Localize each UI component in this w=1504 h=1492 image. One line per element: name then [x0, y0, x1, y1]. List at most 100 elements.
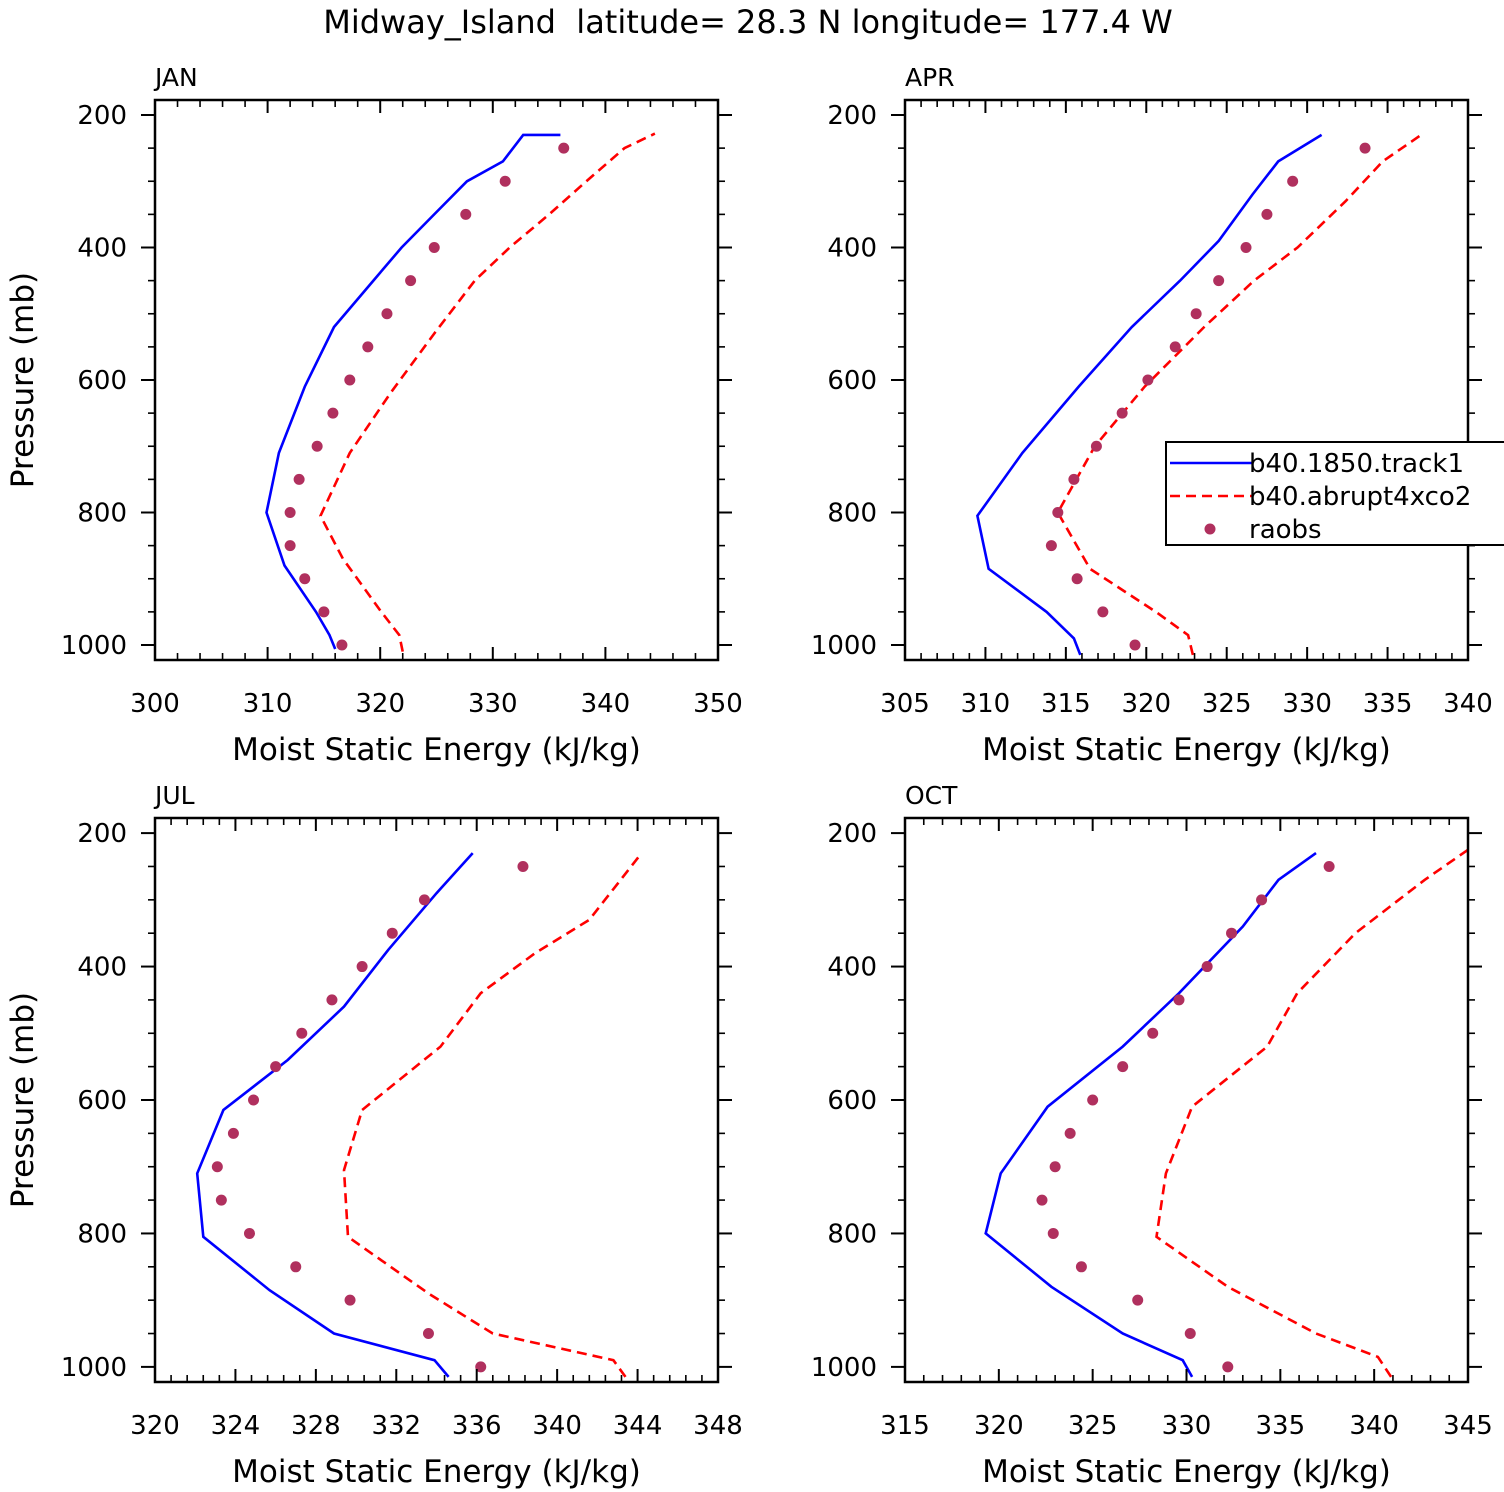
- raobs-point: [1142, 374, 1154, 386]
- y-tick-label: 200: [827, 819, 877, 849]
- y-tick-label: 800: [827, 1219, 877, 1249]
- legend-entry-label: b40.1850.track1: [1249, 449, 1464, 479]
- raobs-point: [327, 407, 339, 419]
- y-tick-label: 1000: [61, 1353, 127, 1383]
- plot-frame: [153, 98, 720, 662]
- raobs-point: [405, 275, 417, 287]
- raobs-point: [284, 507, 296, 518]
- raobs-point: [326, 994, 338, 1006]
- y-tick-label: 400: [77, 953, 127, 983]
- x-tick-label: 344: [613, 1411, 663, 1441]
- legend-entry-label: b40.abrupt4xco2: [1249, 482, 1471, 512]
- panel-label: APR: [905, 63, 955, 92]
- raobs-point: [558, 142, 570, 154]
- x-tick-label: 330: [468, 689, 518, 719]
- raobs-point: [1090, 440, 1102, 452]
- raobs-point: [1045, 540, 1057, 552]
- raobs-point: [215, 1194, 227, 1206]
- y-tick-label: 200: [77, 819, 127, 849]
- raobs-point: [1173, 994, 1185, 1006]
- y-tick-label: 1000: [811, 631, 877, 661]
- x-tick-label: 332: [371, 1411, 421, 1441]
- y-tick-label: 400: [827, 234, 877, 264]
- raobs-point: [517, 860, 529, 872]
- raobs-point: [1116, 407, 1128, 419]
- raobs-point: [1097, 606, 1109, 618]
- series-b40-1850-track1-line: [976, 133, 1323, 656]
- series-raobs-markers: [1036, 860, 1335, 1373]
- series-b40-1850-track1-line: [984, 852, 1317, 1378]
- raobs-point: [1036, 1194, 1048, 1206]
- series-b40-abrupt4xco2-line: [1155, 848, 1468, 1378]
- panel-label: JAN: [153, 63, 198, 92]
- raobs-point: [1323, 860, 1335, 872]
- raobs-point: [1132, 1294, 1144, 1306]
- raobs-point: [1222, 1361, 1234, 1373]
- figure-title: Midway_Island latitude= 28.3 N longitude…: [323, 3, 1173, 41]
- x-tick-label: 320: [355, 689, 405, 719]
- raobs-point: [344, 374, 356, 386]
- x-tick-label: 345: [1443, 1411, 1493, 1441]
- raobs-point: [284, 540, 296, 552]
- panel-label: OCT: [905, 781, 958, 810]
- x-tick-label: 315: [1041, 689, 1091, 719]
- raobs-point: [1201, 961, 1213, 973]
- x-tick-label: 330: [1282, 689, 1332, 719]
- y-tick-label: 600: [77, 1086, 127, 1116]
- y-tick-label: 600: [77, 366, 127, 396]
- raobs-point: [227, 1127, 239, 1139]
- x-tick-label: 325: [1202, 689, 1252, 719]
- x-tick-label: 335: [1256, 1411, 1306, 1441]
- y-tick-label: 800: [77, 499, 127, 529]
- y-axis-label: Pressure (mb): [5, 992, 41, 1208]
- raobs-point: [1213, 275, 1225, 287]
- panel-jan: 300 310 320 330 340 350 200 400 600 800 1000 JAN Moi…: [5, 63, 743, 768]
- x-tick-label: 340: [532, 1411, 582, 1441]
- raobs-point: [386, 927, 398, 939]
- raobs-point: [362, 341, 374, 353]
- raobs-point: [318, 606, 330, 618]
- raobs-point: [1075, 1261, 1087, 1273]
- raobs-point: [1129, 639, 1141, 651]
- raobs-point: [293, 473, 305, 485]
- x-tick-label: 350: [693, 689, 743, 719]
- panel-label: JUL: [153, 781, 195, 810]
- x-tick-label: 320: [1121, 689, 1171, 719]
- raobs-point: [244, 1227, 256, 1239]
- x-tick-label: 336: [452, 1411, 502, 1441]
- raobs-point: [422, 1328, 434, 1340]
- raobs-point: [356, 961, 368, 973]
- raobs-point: [381, 308, 393, 320]
- raobs-point: [1287, 175, 1299, 187]
- x-axis-label: Moist Static Energy (kJ/kg): [982, 732, 1391, 768]
- y-tick-label: 200: [827, 101, 877, 131]
- series-b40-abrupt4xco2-line: [342, 852, 643, 1378]
- x-tick-label: 325: [1068, 1411, 1118, 1441]
- x-tick-label: 328: [291, 1411, 341, 1441]
- plot-frame: [903, 98, 1470, 662]
- raobs-point: [1184, 1328, 1196, 1340]
- panel-oct: 315 320 325 330 335 340 345 200 400 600 800 1000 OCT…: [811, 781, 1493, 1490]
- y-tick-label: 400: [77, 234, 127, 264]
- series-b40-abrupt4xco2-line: [1056, 132, 1424, 656]
- series-b40-abrupt4xco2-line: [319, 132, 656, 652]
- raobs-point: [1256, 894, 1268, 906]
- raobs-point: [299, 573, 311, 585]
- x-axis-label: Moist Static Energy (kJ/kg): [232, 732, 641, 768]
- raobs-point: [344, 1294, 356, 1306]
- series-raobs-markers: [211, 860, 529, 1373]
- y-tick-label: 1000: [811, 1353, 877, 1383]
- y-tick-label: 400: [827, 953, 877, 983]
- series-raobs-markers: [1045, 142, 1371, 651]
- x-tick-label: 335: [1363, 689, 1413, 719]
- x-tick-label: 348: [693, 1411, 743, 1441]
- raobs-point: [296, 1027, 308, 1039]
- raobs-point: [1169, 341, 1181, 353]
- y-tick-label: 600: [827, 366, 877, 396]
- x-tick-label: 340: [1443, 689, 1493, 719]
- y-tick-label: 1000: [61, 631, 127, 661]
- x-tick-label: 320: [130, 1411, 180, 1441]
- raobs-point: [1117, 1061, 1129, 1073]
- x-tick-label: 300: [130, 689, 180, 719]
